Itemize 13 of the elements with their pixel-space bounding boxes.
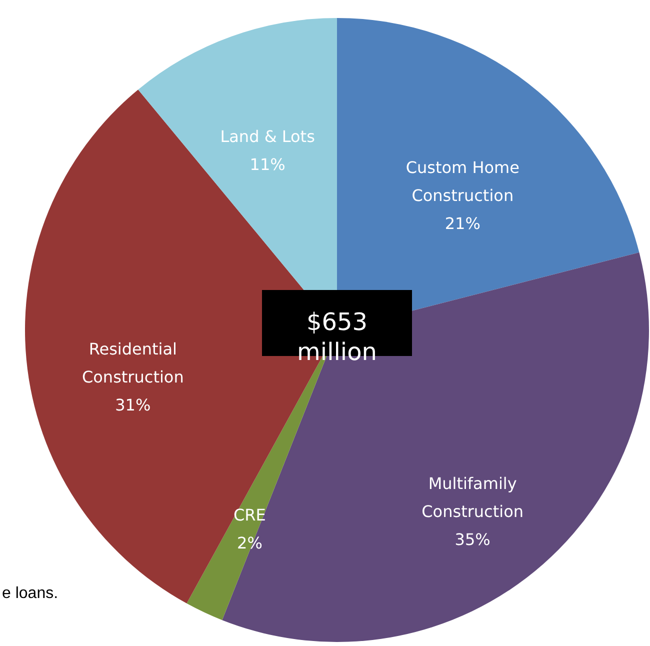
slice-label: Land & Lots xyxy=(220,127,315,146)
pie-slice xyxy=(222,252,649,642)
slice-label: CRE xyxy=(234,505,266,524)
data-label: 31% xyxy=(115,395,151,414)
slice-label: Multifamily Construction xyxy=(422,474,524,521)
text: $653 million xyxy=(297,308,377,366)
data-label: 21% xyxy=(444,214,480,234)
slice-label: Custom Home Construction xyxy=(406,158,520,206)
data-label: 2% xyxy=(237,533,262,552)
slice-label: Residential Construction xyxy=(82,339,184,386)
text: e loans. xyxy=(2,585,58,602)
data-label: 35% xyxy=(454,530,490,549)
data-label: 11% xyxy=(250,155,286,174)
